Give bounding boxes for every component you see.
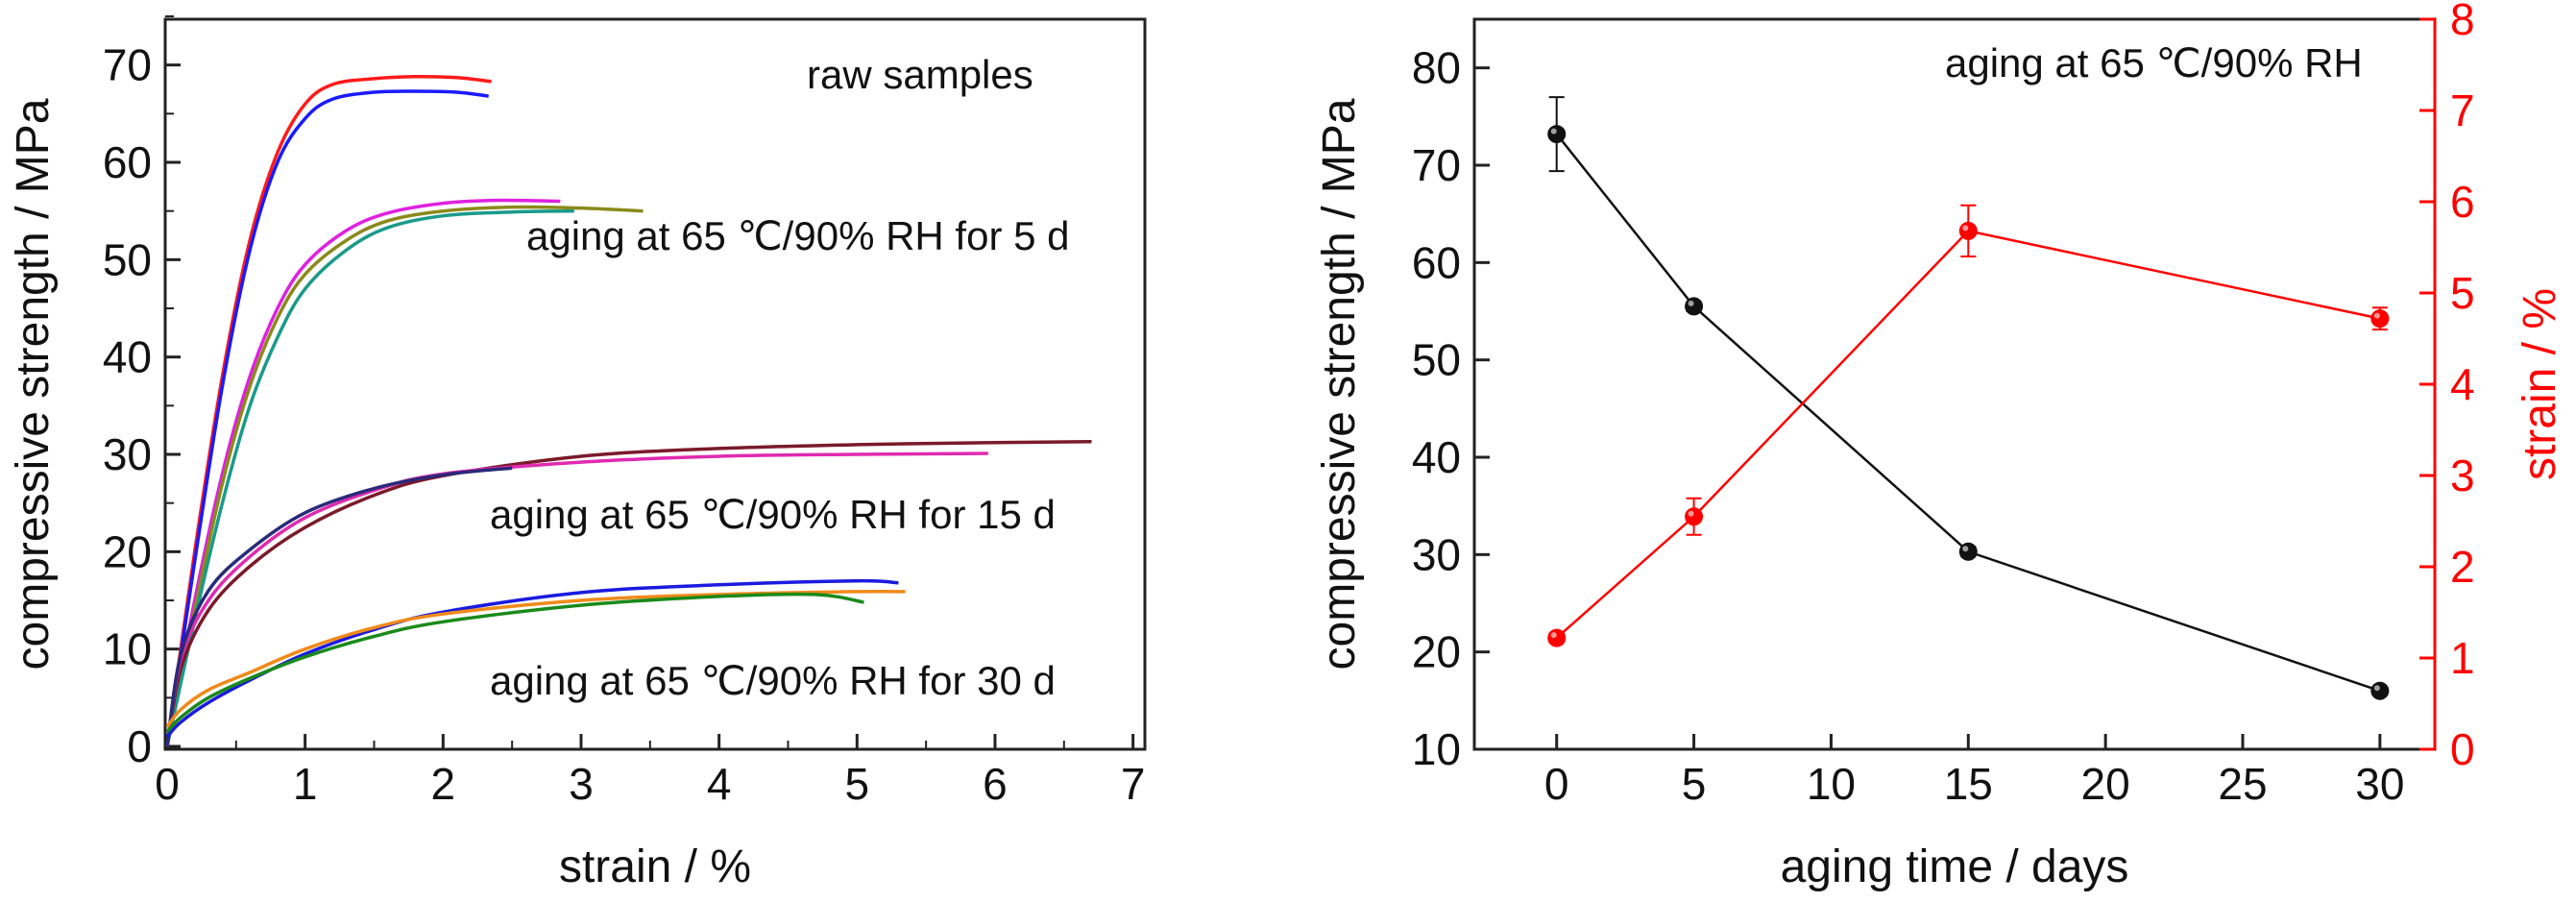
y-axis-title: compressive strength / MPa — [8, 98, 59, 670]
right-y-axis-ticks: 0 1 2 3 4 5 6 7 8 — [2419, 0, 2475, 774]
x-tick-label: 30 — [2355, 759, 2404, 809]
y-tick-label: 30 — [1412, 529, 1461, 579]
annotation-5-days: aging at 65 ℃/90% RH for 5 d — [526, 213, 1069, 258]
y-tick-label: 10 — [1412, 724, 1461, 774]
y2-axis-title: strain / % — [2515, 288, 2565, 480]
series-line-3 — [165, 205, 644, 747]
x-tick-label: 6 — [983, 759, 1008, 809]
x-tick-label: 4 — [707, 759, 732, 809]
data-point-highlight — [1550, 128, 1557, 134]
series-line-4 — [165, 208, 574, 747]
x-tick-label: 10 — [1807, 759, 1856, 809]
y2-tick-label: 6 — [2450, 177, 2475, 227]
series-line-2 — [165, 198, 561, 747]
data-point — [1958, 542, 1978, 561]
y-tick-label: 30 — [103, 429, 152, 479]
x-axis-title: strain / % — [559, 841, 751, 892]
annotation-15-days: aging at 65 ℃/90% RH for 15 d — [490, 492, 1056, 537]
x-axis-title: aging time / days — [1781, 841, 2129, 892]
y-tick-label: 50 — [1412, 335, 1461, 385]
data-point — [1547, 125, 1567, 144]
x-axis-ticks: 0 5 10 15 20 25 30 — [1544, 734, 2404, 809]
x-axis-ticks: 0 1 2 3 4 5 6 7 — [155, 734, 1145, 809]
data-point-highlight — [2373, 312, 2380, 319]
data-point — [1685, 507, 1704, 526]
y-tick-label: 80 — [1412, 43, 1461, 93]
y2-tick-label: 5 — [2450, 268, 2475, 318]
data-point — [2370, 681, 2390, 700]
data-point — [2370, 309, 2390, 329]
annotation-raw-samples: raw samples — [807, 52, 1033, 97]
y-axis-title: compressive strength / MPa — [1314, 98, 1365, 670]
x-tick-label: 20 — [2081, 759, 2130, 809]
x-tick-label: 1 — [293, 759, 318, 809]
y2-tick-label: 1 — [2450, 633, 2475, 683]
y-axis-ticks: 0 10 20 30 40 50 60 70 — [103, 15, 181, 771]
series-line-strength — [1555, 133, 2381, 693]
data-point-highlight — [1962, 546, 1969, 552]
y-tick-label: 50 — [103, 234, 152, 284]
data-point-highlight — [1962, 225, 1969, 232]
left-y-axis-ticks: 10 20 30 40 50 60 70 80 — [1412, 43, 1490, 774]
annotation-conditions: aging at 65 ℃/90% RH — [1945, 40, 2363, 85]
data-point-highlight — [1550, 632, 1557, 639]
x-tick-label: 3 — [569, 759, 594, 809]
series-line-strain — [1555, 230, 2381, 640]
data-point — [1547, 628, 1567, 647]
series-line-7 — [165, 466, 513, 747]
data-point — [1685, 297, 1704, 316]
x-tick-label: 5 — [845, 759, 870, 809]
y2-tick-label: 2 — [2450, 542, 2475, 592]
plot-frame — [163, 17, 1147, 751]
series-lines — [165, 75, 1092, 747]
x-tick-label: 15 — [1944, 759, 1993, 809]
y2-tick-label: 8 — [2450, 0, 2475, 44]
y2-tick-label: 7 — [2450, 85, 2475, 135]
x-tick-label: 25 — [2218, 759, 2267, 809]
y-tick-label: 10 — [103, 624, 152, 674]
y-tick-label: 40 — [103, 332, 152, 382]
y2-tick-label: 3 — [2450, 451, 2475, 500]
y-tick-label: 20 — [1412, 627, 1461, 677]
data-point-highlight — [1688, 300, 1694, 306]
data-point — [1958, 221, 1978, 240]
stress-strain-chart: 0 1 2 3 4 5 6 7 0 10 20 30 40 50 60 70 raw samples agi… — [8, 15, 1147, 892]
y-tick-label: 60 — [1412, 237, 1461, 287]
y-tick-label: 70 — [1412, 140, 1461, 190]
x-tick-label: 7 — [1121, 759, 1146, 809]
y2-tick-label: 4 — [2450, 359, 2475, 409]
y-tick-label: 70 — [103, 40, 152, 90]
y-tick-label: 0 — [127, 721, 152, 771]
y-tick-label: 40 — [1412, 432, 1461, 482]
y-tick-label: 60 — [103, 137, 152, 187]
y2-tick-label: 0 — [2450, 724, 2475, 774]
series-line-1 — [165, 89, 489, 747]
y-tick-label: 20 — [103, 526, 152, 576]
x-tick-label: 5 — [1682, 759, 1707, 809]
series-line-10 — [165, 592, 864, 734]
annotation-30-days: aging at 65 ℃/90% RH for 30 d — [490, 658, 1056, 703]
series-lines — [1547, 96, 2390, 700]
x-tick-label: 0 — [1544, 759, 1569, 809]
data-point-highlight — [2373, 685, 2380, 692]
x-tick-label: 2 — [431, 759, 456, 809]
x-tick-label: 0 — [155, 759, 180, 809]
data-point-highlight — [1688, 510, 1694, 517]
